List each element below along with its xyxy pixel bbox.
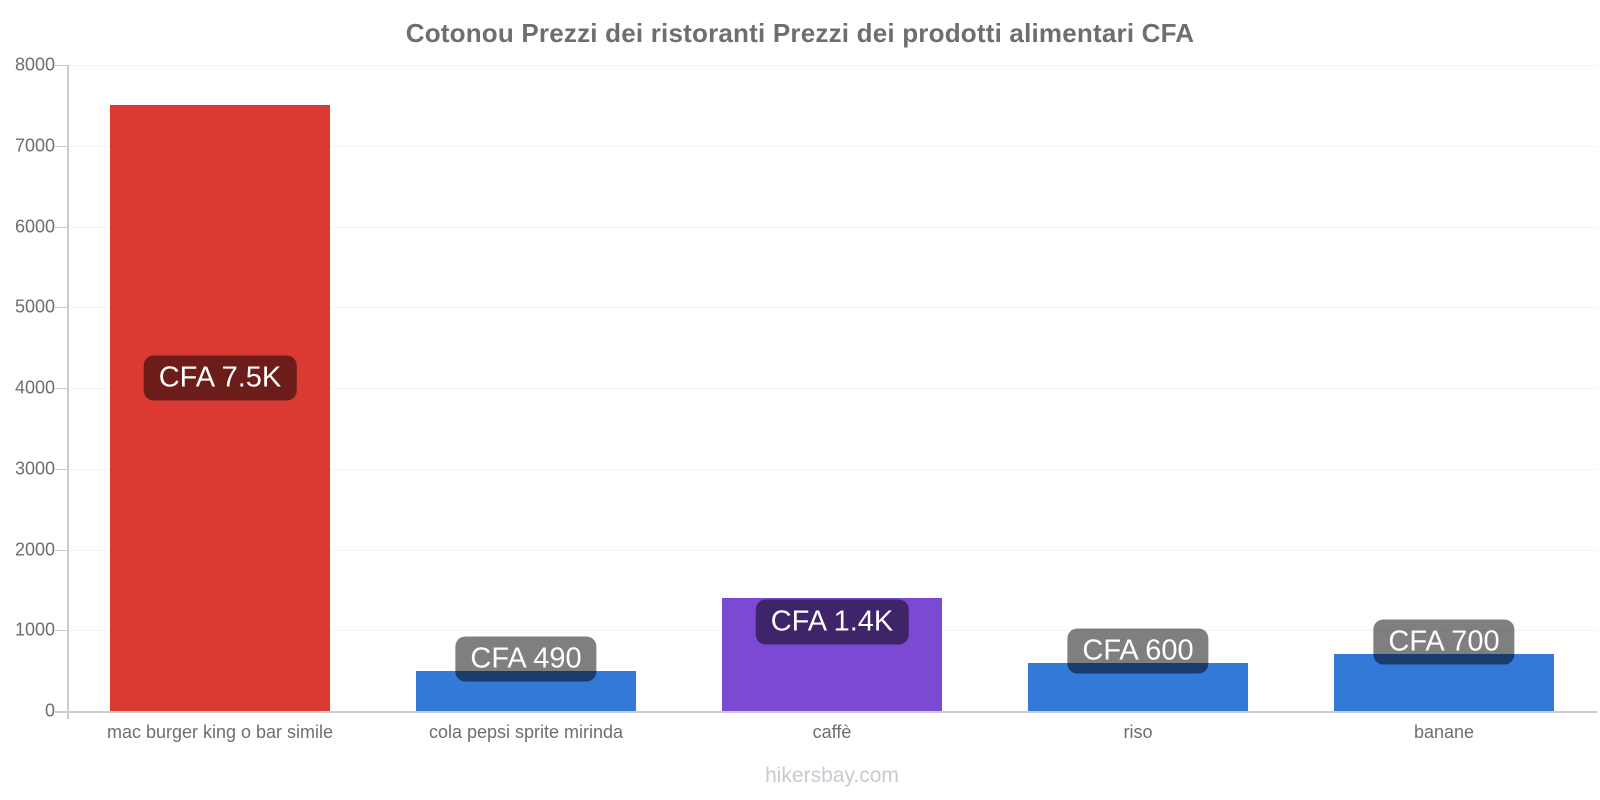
y-axis-tick	[55, 307, 67, 309]
x-axis-label: caffè	[812, 722, 852, 742]
y-axis-tick	[55, 65, 67, 66]
x-axis-label: banane	[1413, 722, 1475, 742]
y-axis-tick	[55, 388, 67, 389]
y-tick-label: 5000	[14, 296, 55, 317]
y-axis-line	[67, 65, 69, 719]
gridline	[67, 388, 1597, 389]
y-tick-label: 2000	[14, 539, 55, 559]
x-axis-label: mac burger king o bar simile	[106, 722, 334, 742]
x-axis-line	[55, 711, 1597, 713]
bar-value-label: CFA 490	[455, 636, 597, 682]
watermark-text: hikersbay.com	[765, 764, 899, 787]
gridline	[67, 145, 1597, 147]
y-axis-tick	[55, 226, 67, 228]
x-axis-label: cola pepsi sprite mirinda	[428, 722, 624, 742]
y-tick-label: 0	[44, 700, 55, 721]
y-axis-tick	[55, 145, 67, 147]
y-axis-tick	[55, 630, 67, 632]
bar-value-label: CFA 1.4K	[755, 599, 909, 645]
gridline	[67, 307, 1597, 309]
y-axis-tick	[55, 549, 67, 551]
gridline	[67, 65, 1597, 66]
chart-title: Cotonou Prezzi dei ristoranti Prezzi dei…	[405, 18, 1195, 48]
x-axis-label: riso	[1123, 722, 1153, 742]
gridline	[67, 549, 1597, 551]
y-tick-label: 7000	[14, 135, 55, 156]
y-tick-label: 1000	[14, 619, 55, 640]
y-tick-label: 6000	[14, 216, 55, 236]
gridline	[67, 468, 1597, 470]
bar-value-label: CFA 600	[1067, 628, 1209, 674]
y-tick-label: 4000	[14, 377, 55, 398]
y-axis-tick	[55, 468, 67, 470]
bar-value-label: CFA 700	[1373, 619, 1515, 665]
gridline	[67, 226, 1597, 228]
y-tick-label: 3000	[14, 458, 55, 479]
y-tick-label: 8000	[14, 54, 55, 75]
bar-value-label: CFA 7.5K	[143, 355, 297, 401]
bar	[110, 105, 330, 711]
